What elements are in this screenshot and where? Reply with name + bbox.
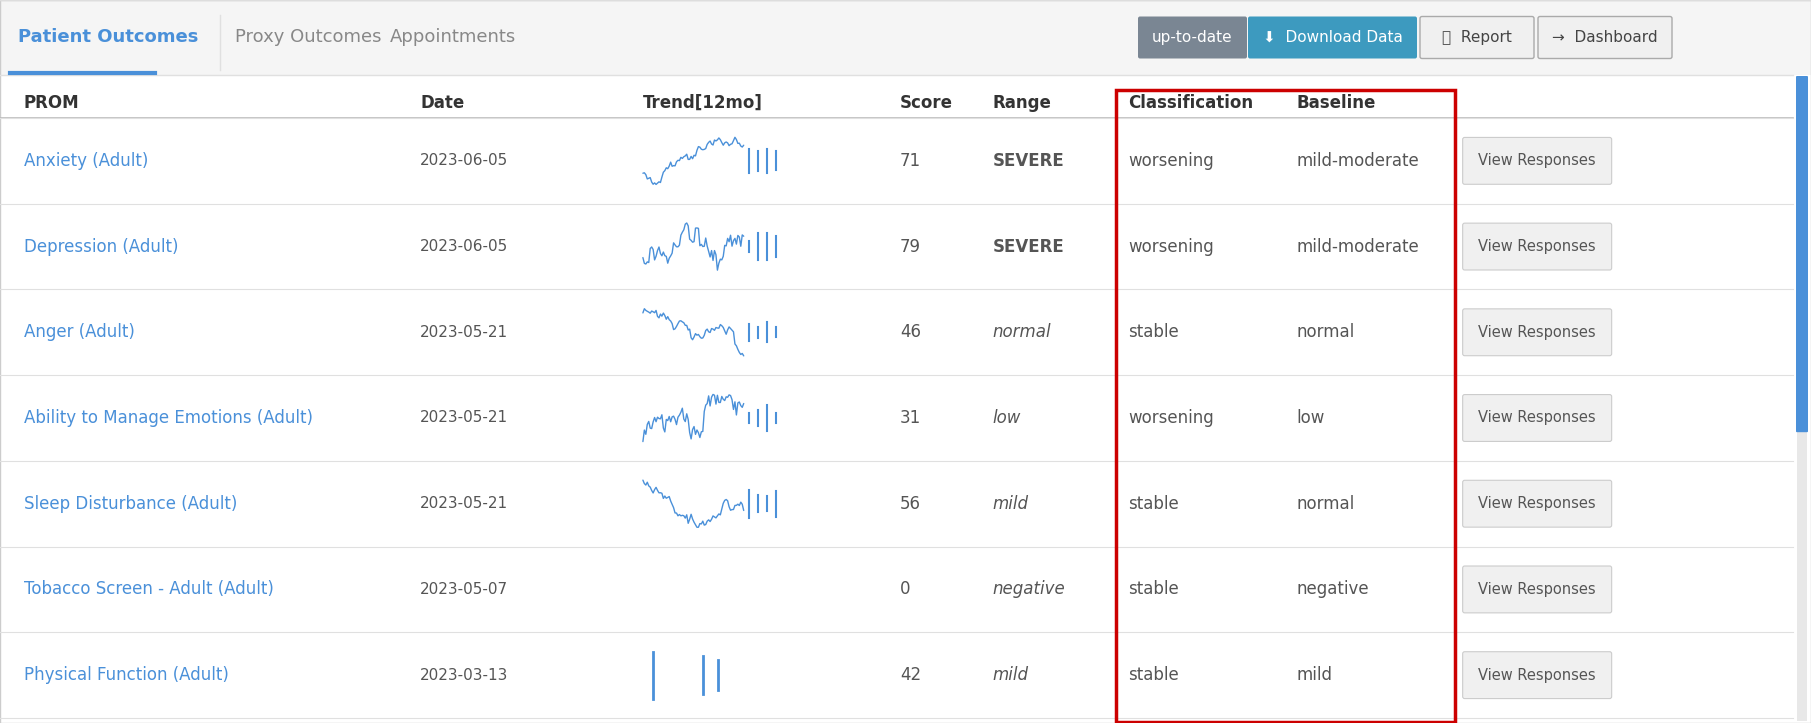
Text: 2023-03-13: 2023-03-13 (420, 667, 509, 683)
Text: Date: Date (420, 94, 464, 112)
Text: stable: stable (1128, 323, 1179, 341)
Text: 2023-06-05: 2023-06-05 (420, 239, 509, 254)
Text: mild-moderate: mild-moderate (1297, 152, 1420, 170)
Text: Anxiety (Adult): Anxiety (Adult) (24, 152, 149, 170)
Text: 71: 71 (900, 152, 922, 170)
Text: 56: 56 (900, 495, 922, 513)
Text: low: low (1297, 409, 1326, 427)
Text: negative: negative (1297, 581, 1369, 599)
Text: mild: mild (992, 495, 1029, 513)
Text: 0: 0 (900, 581, 911, 599)
FancyBboxPatch shape (1463, 651, 1612, 698)
FancyBboxPatch shape (1463, 566, 1612, 613)
FancyBboxPatch shape (1463, 480, 1612, 527)
Text: 📄  Report: 📄 Report (1442, 30, 1512, 45)
Text: View Responses: View Responses (1478, 153, 1595, 168)
FancyBboxPatch shape (1463, 137, 1612, 184)
Text: Tobacco Screen - Adult (Adult): Tobacco Screen - Adult (Adult) (24, 581, 273, 599)
FancyBboxPatch shape (1797, 76, 1807, 432)
Text: low: low (992, 409, 1021, 427)
Text: up-to-date: up-to-date (1152, 30, 1233, 45)
Text: normal: normal (1297, 323, 1355, 341)
Text: normal: normal (992, 323, 1050, 341)
Text: View Responses: View Responses (1478, 411, 1595, 426)
Text: Appointments: Appointments (389, 28, 516, 46)
Text: Proxy Outcomes: Proxy Outcomes (235, 28, 382, 46)
Bar (1797, 77, 1807, 721)
Text: 79: 79 (900, 238, 922, 255)
Text: Sleep Disturbance (Adult): Sleep Disturbance (Adult) (24, 495, 237, 513)
Text: mild: mild (1297, 666, 1333, 684)
Text: mild-moderate: mild-moderate (1297, 238, 1420, 255)
Text: Classification: Classification (1128, 94, 1253, 112)
Text: Anger (Adult): Anger (Adult) (24, 323, 134, 341)
Text: worsening: worsening (1128, 238, 1213, 255)
Text: Ability to Manage Emotions (Adult): Ability to Manage Emotions (Adult) (24, 409, 313, 427)
Text: View Responses: View Responses (1478, 582, 1595, 597)
FancyBboxPatch shape (1463, 223, 1612, 270)
Text: Range: Range (992, 94, 1052, 112)
Text: mild: mild (992, 666, 1029, 684)
FancyBboxPatch shape (1463, 395, 1612, 442)
FancyBboxPatch shape (1420, 17, 1534, 59)
Text: negative: negative (992, 581, 1065, 599)
Text: worsening: worsening (1128, 409, 1213, 427)
Text: 2023-05-07: 2023-05-07 (420, 582, 509, 597)
FancyBboxPatch shape (1538, 17, 1672, 59)
Text: stable: stable (1128, 495, 1179, 513)
Text: Depression (Adult): Depression (Adult) (24, 238, 177, 255)
Text: stable: stable (1128, 666, 1179, 684)
Text: 2023-05-21: 2023-05-21 (420, 411, 509, 426)
Text: PROM: PROM (24, 94, 80, 112)
Text: Physical Function (Adult): Physical Function (Adult) (24, 666, 228, 684)
Text: SEVERE: SEVERE (992, 152, 1065, 170)
Text: →  Dashboard: → Dashboard (1552, 30, 1657, 45)
Text: View Responses: View Responses (1478, 496, 1595, 511)
Text: 46: 46 (900, 323, 922, 341)
FancyBboxPatch shape (1463, 309, 1612, 356)
Text: normal: normal (1297, 495, 1355, 513)
Text: 2023-05-21: 2023-05-21 (420, 496, 509, 511)
Text: SEVERE: SEVERE (992, 238, 1065, 255)
Text: Baseline: Baseline (1297, 94, 1376, 112)
Text: stable: stable (1128, 581, 1179, 599)
Text: View Responses: View Responses (1478, 239, 1595, 254)
Text: 2023-06-05: 2023-06-05 (420, 153, 509, 168)
Text: ⬇  Download Data: ⬇ Download Data (1262, 30, 1402, 45)
Text: 2023-05-21: 2023-05-21 (420, 325, 509, 340)
FancyBboxPatch shape (1248, 17, 1416, 59)
Text: worsening: worsening (1128, 152, 1213, 170)
Text: 31: 31 (900, 409, 922, 427)
FancyBboxPatch shape (1137, 17, 1248, 59)
Bar (0, 0, 1811, 75)
Text: View Responses: View Responses (1478, 667, 1595, 683)
Text: Score: Score (900, 94, 953, 112)
Text: Patient Outcomes: Patient Outcomes (18, 28, 199, 46)
Text: View Responses: View Responses (1478, 325, 1595, 340)
Text: 42: 42 (900, 666, 922, 684)
Text: Trend[12mo]: Trend[12mo] (643, 94, 762, 112)
